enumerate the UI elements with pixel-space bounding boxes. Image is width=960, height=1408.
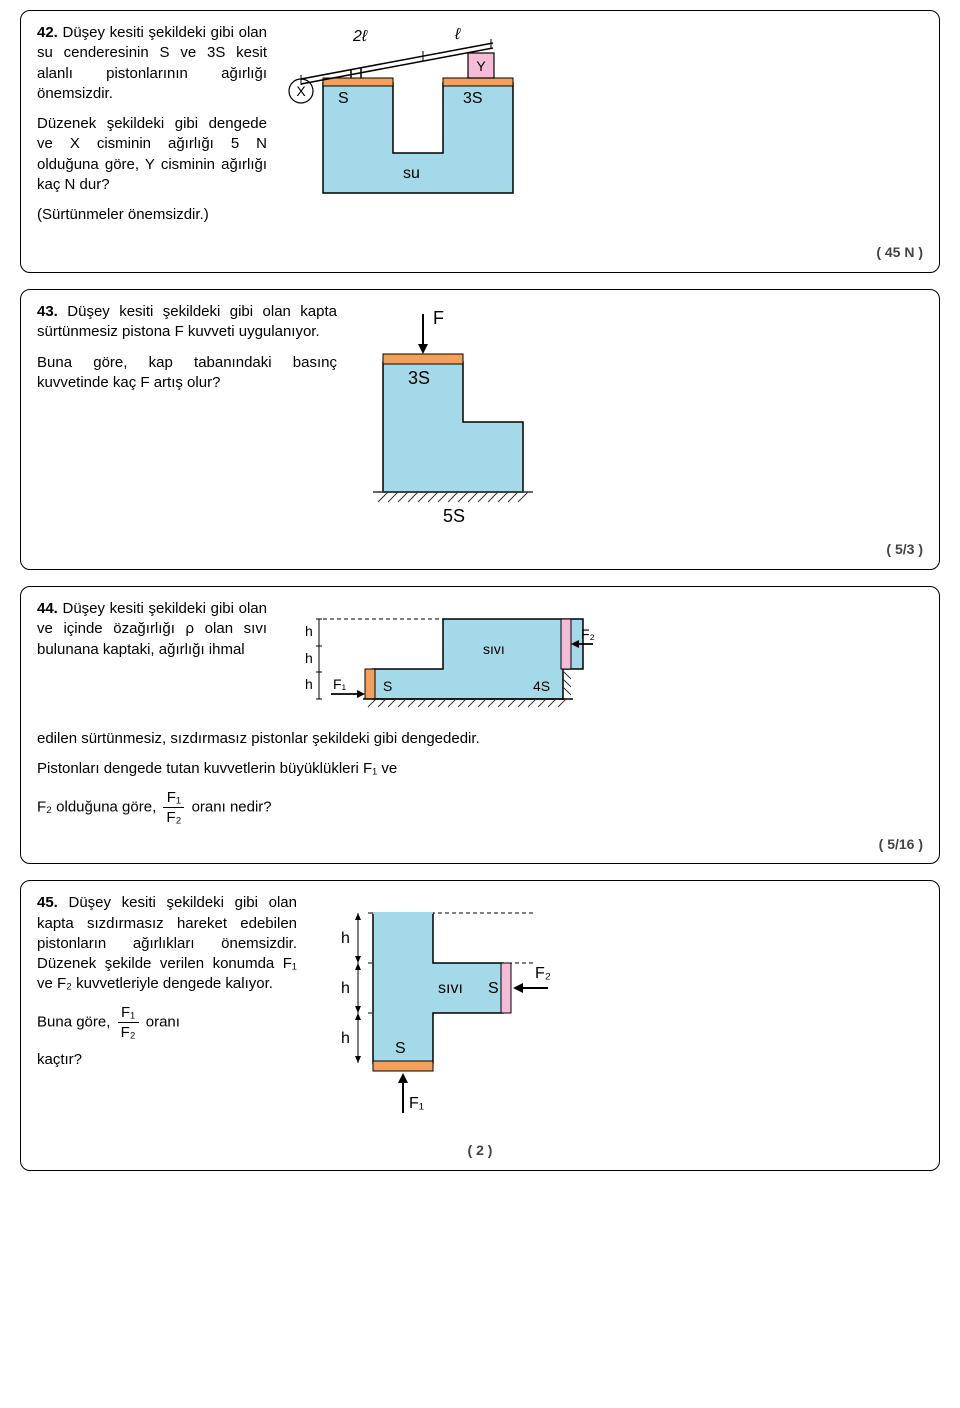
label-l: ℓ [454,26,461,43]
q44-t3: F₂ olduğuna göre, F₁ F₂ oranı nedir? [37,790,923,825]
label-h1: h [341,930,350,947]
q43-figure: F 3S 5S [353,302,923,532]
label-F1: F₁ [333,676,347,692]
q42-t1: Düşey kesiti şekildeki gibi olan su cend… [37,24,267,102]
q44-frac-bot: F₂ [163,808,184,825]
label-Y: Y [476,58,486,74]
q44-answer: ( 5/16 ) [37,835,923,854]
label-5S: 5S [443,506,465,526]
label-2l: 2ℓ [352,28,368,45]
q44-t3b: oranı nedir? [192,798,272,815]
q42-t3: (Sürtünmeler önemsizdir.) [37,205,267,225]
q43-t1: Düşey kesiti şekildeki gibi olan kapta s… [37,303,337,340]
label-h2: h [341,980,350,997]
q42-t2: Düzenek şekildeki gibi dengede ve X cism… [37,114,267,195]
problem-42: 42. Düşey kesiti şekildeki gibi olan su … [20,10,940,273]
q45-frac: F₁ F₂ [118,1005,139,1040]
label-X: X [296,83,306,99]
q42-answer: ( 45 N ) [37,243,923,262]
q44-t3a: F₂ olduğuna göre, [37,798,156,815]
q45-answer: ( 2 ) [37,1141,923,1160]
q45-t2c: kaçtır? [37,1050,297,1070]
problem-42-text: 42. Düşey kesiti şekildeki gibi olan su … [37,23,267,235]
q45-number: 45. [37,894,58,911]
label-S-right: S [488,980,499,997]
q42-number: 42. [37,24,58,41]
problem-45: 45. Düşey kesiti şekildeki gibi olan kap… [20,880,940,1171]
label-3S: 3S [463,90,483,107]
label-S: S [383,678,392,694]
q45-t2b: oranı [146,1013,180,1030]
label-4S: 4S [533,678,550,694]
q45-figure: F₁ F₂ h h h sıvı S S [313,893,923,1133]
problem-43-text: 43. Düşey kesiti şekildeki gibi olan kap… [37,302,337,532]
q44-number: 44. [37,600,58,617]
q45-t2: Buna göre, F₁ F₂ oranı [37,1005,297,1040]
label-F: F [433,308,444,328]
label-h1: h [305,623,313,639]
q44-t1b: edilen sürtünmesiz, sızdırmasız pistonla… [37,729,923,749]
problem-44: 44. Düşey kesiti şekildeki gibi olan ve … [20,586,940,864]
label-h3: h [341,1030,350,1047]
problem-45-text: 45. Düşey kesiti şekildeki gibi olan kap… [37,893,297,1133]
label-h2: h [305,650,313,666]
q45-frac-bot: F₂ [118,1023,139,1040]
label-S-bottom: S [395,1040,406,1057]
label-S: S [338,90,349,107]
label-F2: F₂ [581,626,595,642]
label-F2: F₂ [535,965,551,982]
label-su: su [403,165,420,182]
q45-t2a: Buna göre, [37,1013,110,1030]
q44-frac-top: F₁ [163,790,184,808]
q44-figure: F₁ F₂ h h h sıvı S 4S [283,599,923,729]
q43-answer: ( 5/3 ) [37,540,923,559]
problem-43: 43. Düşey kesiti şekildeki gibi olan kap… [20,289,940,570]
problem-44-text-left: 44. Düşey kesiti şekildeki gibi olan ve … [37,599,267,729]
label-sivi: sıvı [438,980,463,997]
q45-t1: Düşey kesiti şekildeki gibi olan kapta s… [37,894,297,992]
q44-t1a: Düşey kesiti şekildeki gibi olan ve için… [37,600,267,658]
q44-t2: Pistonları dengede tutan kuvvetlerin büy… [37,759,923,779]
q43-t2: Buna göre, kap tabanındaki basınç kuvvet… [37,353,337,394]
label-3S: 3S [408,368,430,388]
label-F1: F₁ [409,1095,424,1112]
q44-frac: F₁ F₂ [163,790,184,825]
q43-number: 43. [37,303,58,320]
label-h3: h [305,676,313,692]
q45-frac-top: F₁ [118,1005,139,1023]
q42-figure: X 2ℓ ℓ Y S 3S su [283,23,923,235]
label-sivi: sıvı [483,641,505,657]
